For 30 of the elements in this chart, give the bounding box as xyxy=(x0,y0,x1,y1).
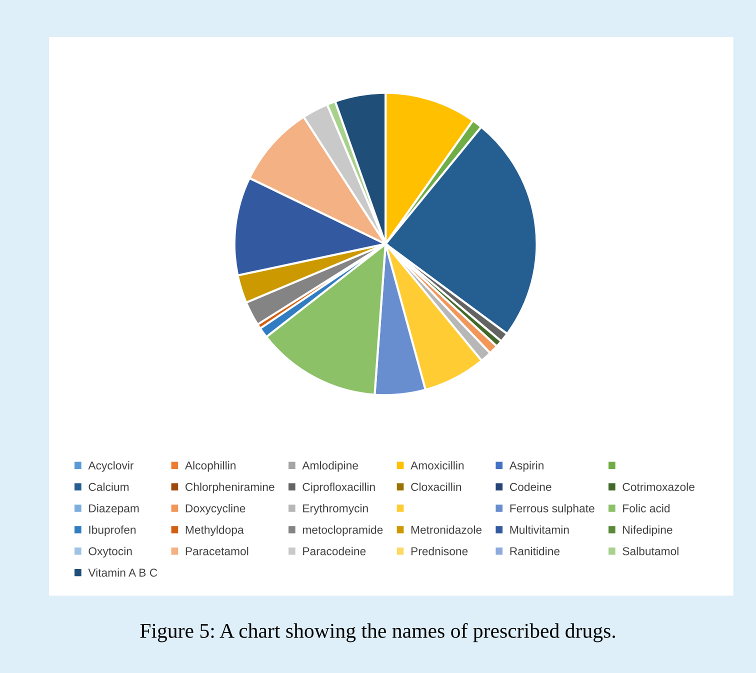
legend-label: Methyldopa xyxy=(186,525,244,536)
legend-label: Codeine xyxy=(510,482,552,491)
legend-label: Cotrimoxazole xyxy=(622,482,694,491)
legend-label: Ibuprofen xyxy=(89,525,136,536)
legend-label: Ranitidine xyxy=(510,546,560,556)
legend-label: Metronidazole xyxy=(411,525,482,534)
legend-label: Prednisone xyxy=(411,546,468,556)
legend-label: Doxycycline xyxy=(186,504,246,515)
legend-label: Paracetamol xyxy=(186,546,248,556)
legend-label: Vitamin A B C xyxy=(88,568,158,577)
legend-label: Amlodipine xyxy=(302,461,358,472)
legend-label: Salbutamol xyxy=(622,546,678,556)
legend-label: Alcophillin xyxy=(184,461,236,472)
legend-label: Cloxacillin xyxy=(411,482,462,491)
legend-label: Folic acid xyxy=(623,504,670,512)
legend-label: Ferrous sulphate xyxy=(510,504,594,515)
legend-label: Multivitamin xyxy=(510,525,569,534)
legend-label: Acyclovir xyxy=(88,461,134,472)
legend-label: Aspirin xyxy=(509,461,544,472)
legend-label: Chlorpheniramine xyxy=(186,482,274,494)
legend-label: Nifedipine xyxy=(623,525,672,536)
legend-label: Ciprofloxacillin xyxy=(302,482,375,494)
legend-label: Paracodeine xyxy=(303,546,366,556)
legend-label: Oxytocin xyxy=(88,546,132,558)
legend-label: Amoxicillin xyxy=(410,461,464,470)
legend-label: metoclopramide xyxy=(302,525,383,536)
legend-label: Erythromycin xyxy=(303,504,368,515)
legend-label: Calcium xyxy=(88,482,129,491)
legend-label: Diazepam xyxy=(89,504,139,515)
text: Figure 5: A chart showing the names of prescribed drugs. xyxy=(140,623,616,642)
